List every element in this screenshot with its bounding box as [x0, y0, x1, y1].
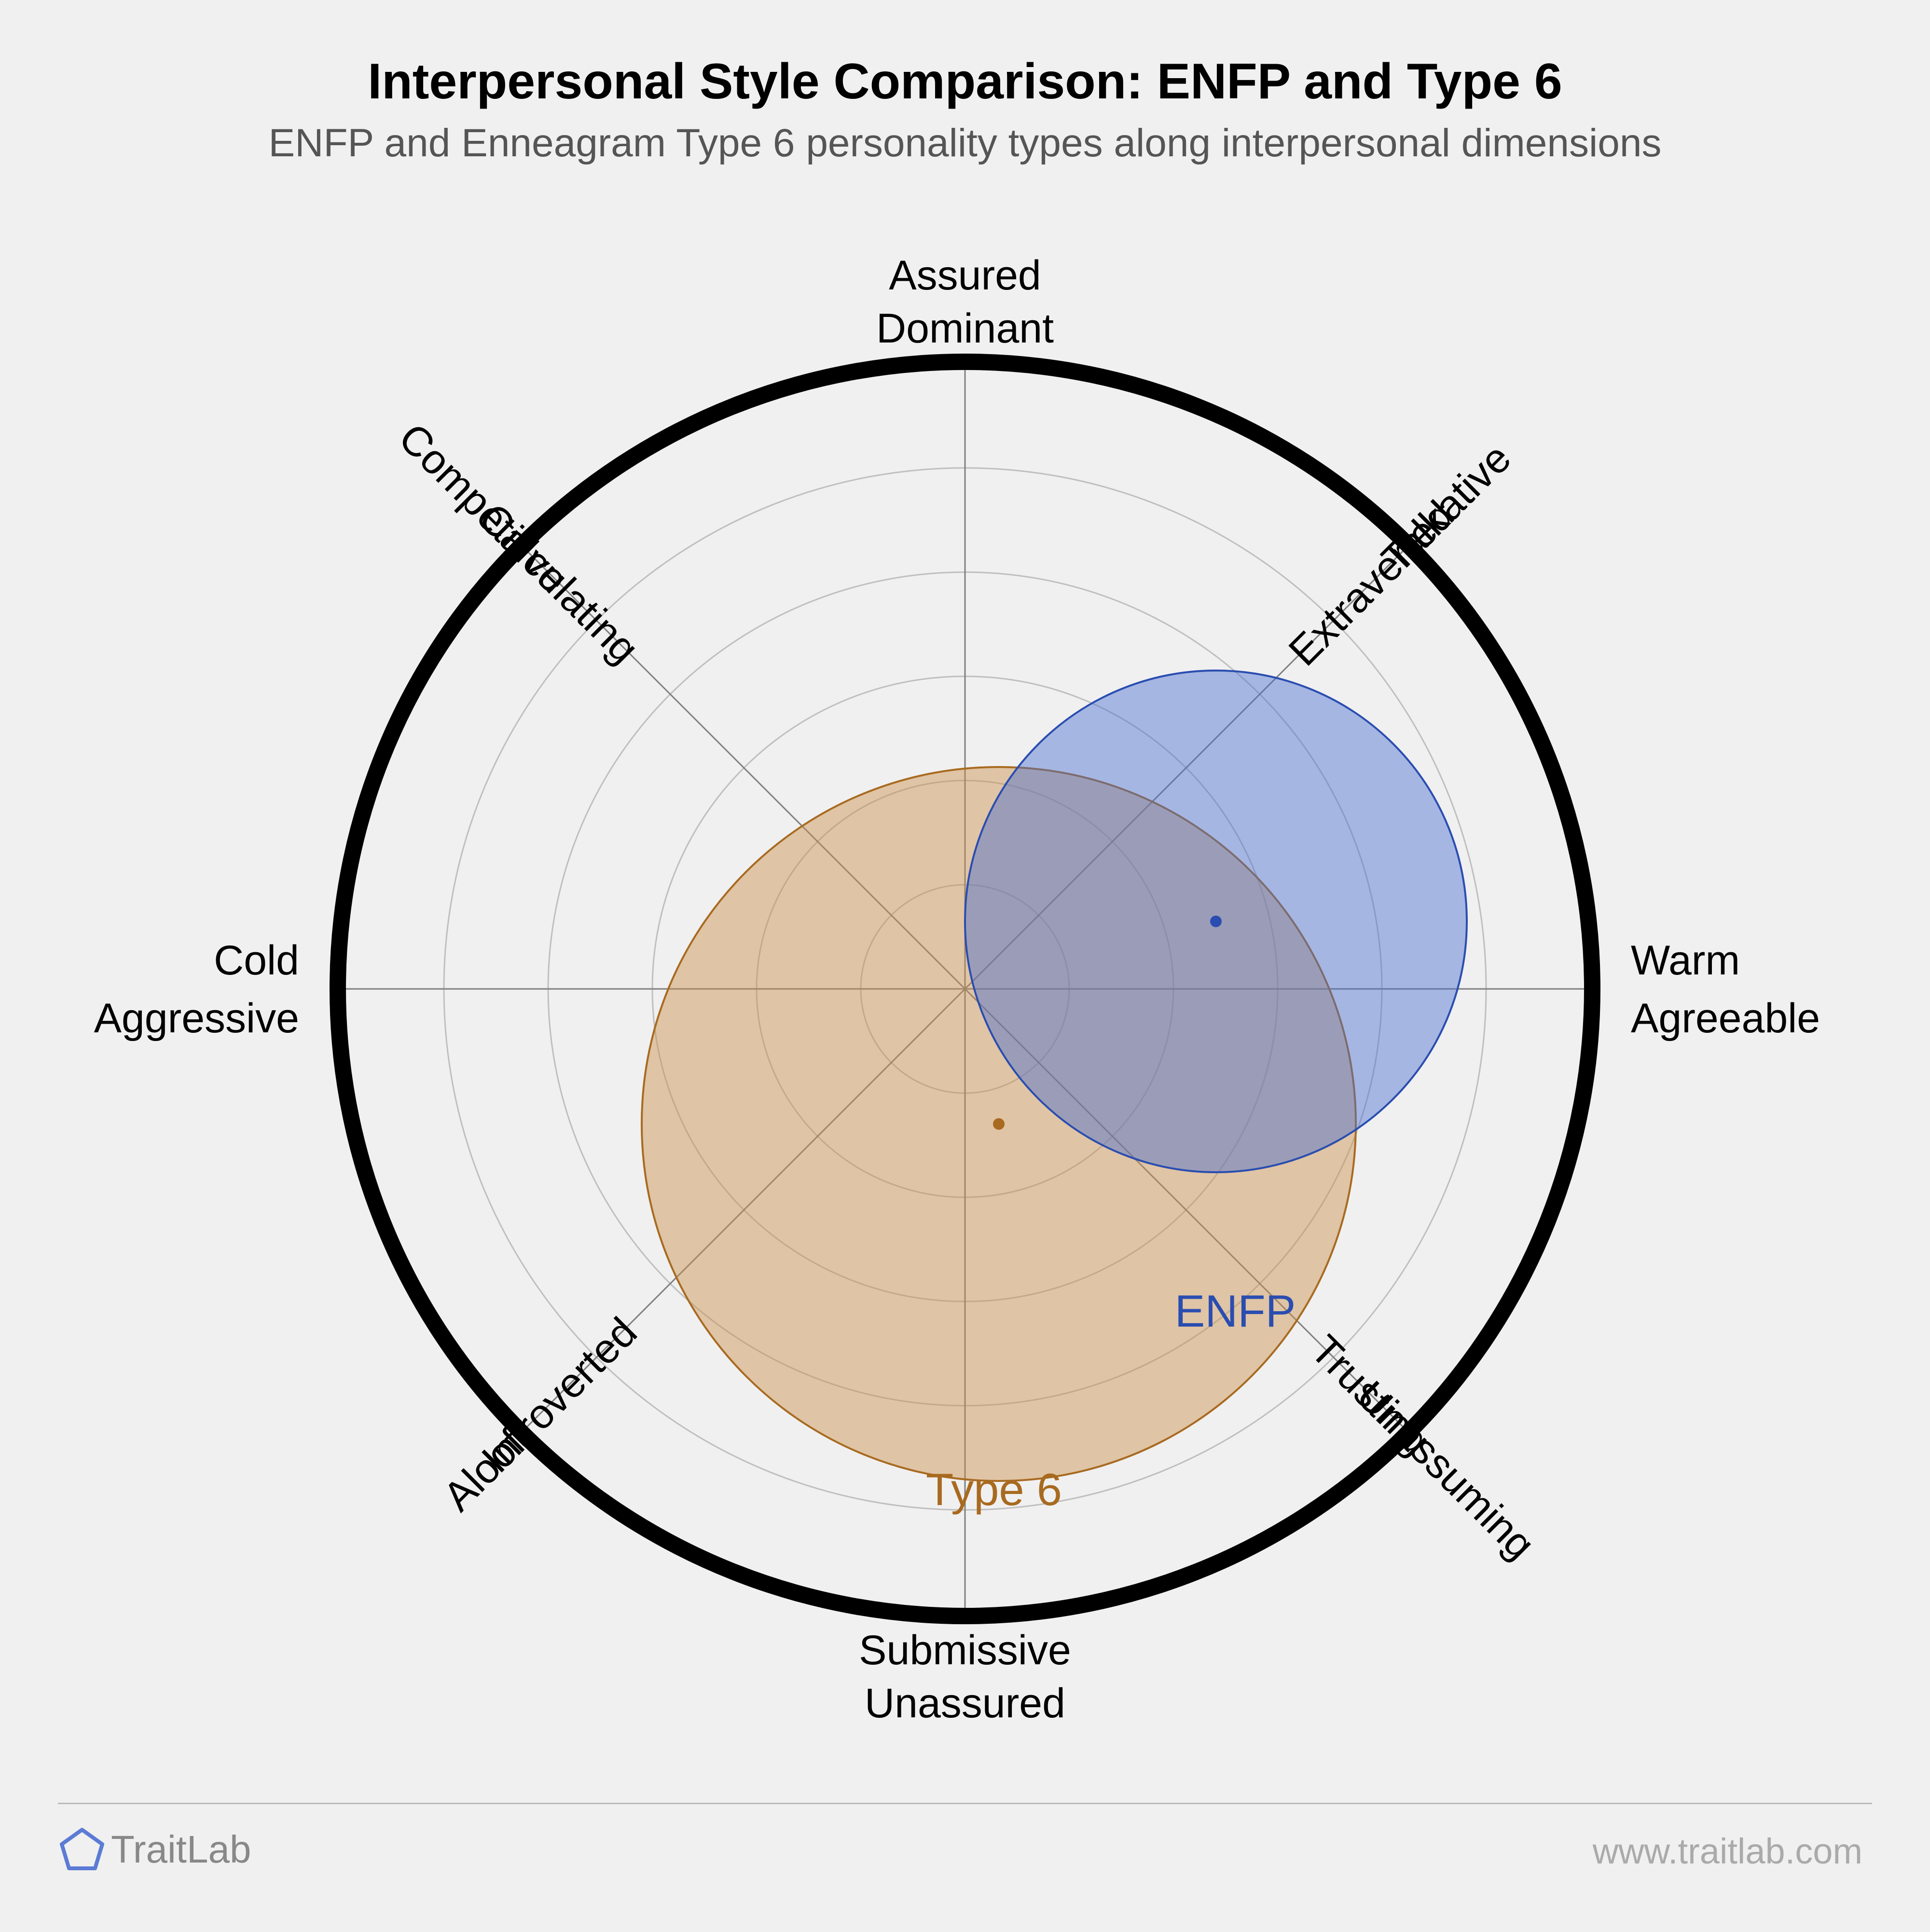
axis-label: Cold — [214, 937, 299, 984]
axis-label: Dominant — [876, 305, 1054, 352]
chart-subtitle: ENFP and Enneagram Type 6 personality ty… — [0, 121, 1930, 166]
axis-label: Talkative — [1373, 435, 1519, 581]
axis-label: Aggressive — [94, 995, 299, 1041]
axis-label: Submissive — [859, 1627, 1071, 1673]
axis-label: Agreeable — [1631, 995, 1820, 1041]
chart-canvas: Interpersonal Style Comparison: ENFP and… — [0, 0, 1930, 1930]
footer-brand-text: TraitLab — [111, 1827, 251, 1872]
axis-label: Warm — [1631, 937, 1740, 984]
series-center-dot — [993, 1118, 1005, 1130]
series-label-enfp: ENFP — [1175, 1286, 1296, 1336]
footer-url-text: www.traitlab.com — [1593, 1831, 1862, 1872]
axis-label: Assured — [889, 252, 1041, 299]
axis-label: Unassured — [865, 1680, 1065, 1726]
circumplex-plot: ENFPType 6AssuredDominantExtravertedTalk… — [0, 0, 1930, 1930]
footer-divider — [58, 1803, 1872, 1804]
chart-title: Interpersonal Style Comparison: ENFP and… — [0, 53, 1930, 110]
series-label-type-6: Type 6 — [926, 1464, 1062, 1515]
axis-label: Competitive — [390, 414, 578, 602]
series-center-dot — [1210, 916, 1222, 927]
brand-pentagon-icon — [58, 1826, 106, 1877]
